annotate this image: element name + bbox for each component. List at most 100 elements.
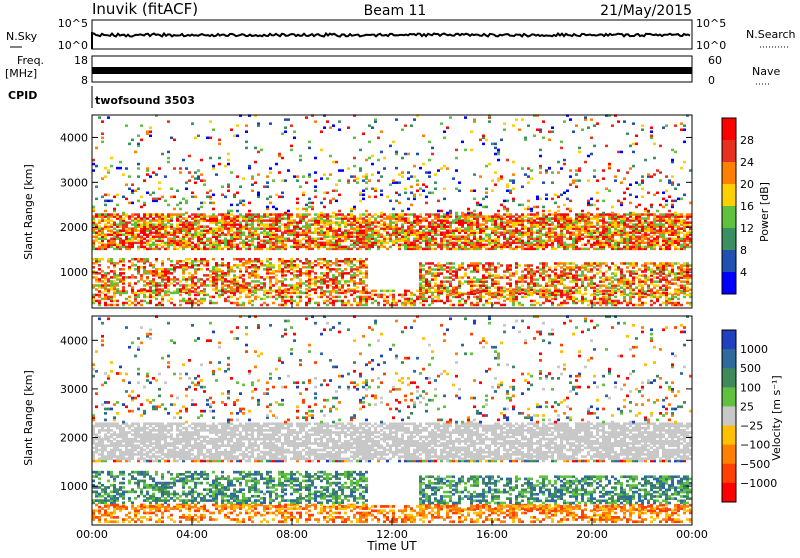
power-cell bbox=[245, 266, 248, 269]
power-cell bbox=[203, 179, 206, 182]
power-cell bbox=[548, 167, 551, 170]
power-cell bbox=[170, 231, 173, 234]
power-cell bbox=[221, 262, 224, 265]
power-cell bbox=[365, 181, 368, 184]
power-cell bbox=[473, 262, 476, 265]
power-cell bbox=[572, 238, 575, 241]
power-cell bbox=[590, 118, 593, 121]
power-cell bbox=[479, 278, 482, 281]
power-cell bbox=[239, 248, 242, 251]
power-cell bbox=[194, 264, 197, 267]
power-cell bbox=[557, 274, 560, 277]
power-cell bbox=[467, 280, 470, 283]
power-cell bbox=[158, 272, 161, 275]
power-cell bbox=[425, 225, 428, 228]
power-cell bbox=[548, 130, 551, 133]
power-cell bbox=[530, 208, 533, 211]
power-cell bbox=[524, 231, 527, 234]
power-cell bbox=[296, 240, 299, 243]
power-cell bbox=[203, 183, 206, 186]
power-cell bbox=[350, 304, 353, 307]
power-cell bbox=[212, 276, 215, 279]
power-cell bbox=[236, 302, 239, 305]
power-cell bbox=[539, 198, 542, 201]
power-cell bbox=[551, 130, 554, 133]
power-cell bbox=[167, 284, 170, 287]
power-cell bbox=[131, 262, 134, 265]
power-cell bbox=[497, 177, 500, 180]
power-cell bbox=[332, 221, 335, 224]
power-cell bbox=[440, 290, 443, 293]
power-cell bbox=[479, 139, 482, 142]
power-cell bbox=[209, 190, 212, 193]
power-cell bbox=[317, 296, 320, 299]
power-cell bbox=[278, 304, 281, 307]
power-cell bbox=[101, 196, 104, 199]
power-cell bbox=[365, 296, 368, 299]
power-cell bbox=[500, 204, 503, 207]
power-cell bbox=[365, 173, 368, 176]
power-cell bbox=[164, 242, 167, 245]
power-cell bbox=[329, 173, 332, 176]
power-cell bbox=[230, 278, 233, 281]
power-cell bbox=[95, 258, 98, 261]
power-cell bbox=[101, 177, 104, 180]
power-cell bbox=[377, 229, 380, 232]
power-cell bbox=[374, 213, 377, 216]
power-cell bbox=[98, 268, 101, 271]
power-cell bbox=[401, 244, 404, 247]
power-cell bbox=[497, 159, 500, 162]
power-cell bbox=[314, 272, 317, 275]
power-cell bbox=[461, 276, 464, 279]
power-cell bbox=[428, 141, 431, 144]
power-cell bbox=[200, 258, 203, 261]
power-cell bbox=[269, 217, 272, 220]
power-cell bbox=[308, 219, 311, 222]
power-cell bbox=[287, 213, 290, 216]
power-cell bbox=[284, 284, 287, 287]
power-cell bbox=[539, 272, 542, 275]
power-cell bbox=[584, 213, 587, 216]
power-cell bbox=[533, 248, 536, 251]
nsearch-tick-bottom: 10^0 bbox=[696, 39, 726, 52]
power-cell bbox=[389, 233, 392, 236]
power-cell bbox=[281, 179, 284, 182]
power-cell bbox=[587, 200, 590, 203]
power-cell bbox=[170, 272, 173, 275]
power-cell bbox=[269, 122, 272, 125]
power-cell bbox=[488, 233, 491, 236]
power-cell bbox=[428, 290, 431, 293]
power-cell bbox=[542, 286, 545, 289]
power-cell bbox=[485, 192, 488, 195]
power-cell bbox=[464, 280, 467, 283]
power-cell bbox=[596, 272, 599, 275]
power-cell bbox=[338, 217, 341, 220]
power-cell bbox=[173, 139, 176, 142]
power-cell bbox=[212, 227, 215, 230]
power-cell bbox=[464, 213, 467, 216]
power-cell bbox=[482, 304, 485, 307]
power-cell bbox=[239, 268, 242, 271]
power-cell bbox=[224, 213, 227, 216]
power-cell bbox=[317, 231, 320, 234]
power-cell bbox=[515, 227, 518, 230]
power-cell bbox=[293, 219, 296, 222]
power-cell bbox=[305, 266, 308, 269]
power-cell bbox=[203, 280, 206, 283]
power-cell bbox=[506, 264, 509, 267]
power-cell bbox=[149, 213, 152, 216]
power-cell bbox=[341, 246, 344, 249]
power-cell bbox=[524, 264, 527, 267]
power-cell bbox=[164, 200, 167, 203]
power-cell bbox=[371, 294, 374, 297]
power-cell bbox=[308, 141, 311, 144]
power-cell bbox=[542, 294, 545, 297]
power-cell bbox=[329, 284, 332, 287]
power-cell bbox=[344, 229, 347, 232]
power-cell bbox=[179, 294, 182, 297]
power-cell bbox=[482, 135, 485, 138]
power-cell bbox=[506, 298, 509, 301]
power-cell bbox=[413, 229, 416, 232]
power-cell bbox=[548, 294, 551, 297]
power-cell bbox=[437, 272, 440, 275]
